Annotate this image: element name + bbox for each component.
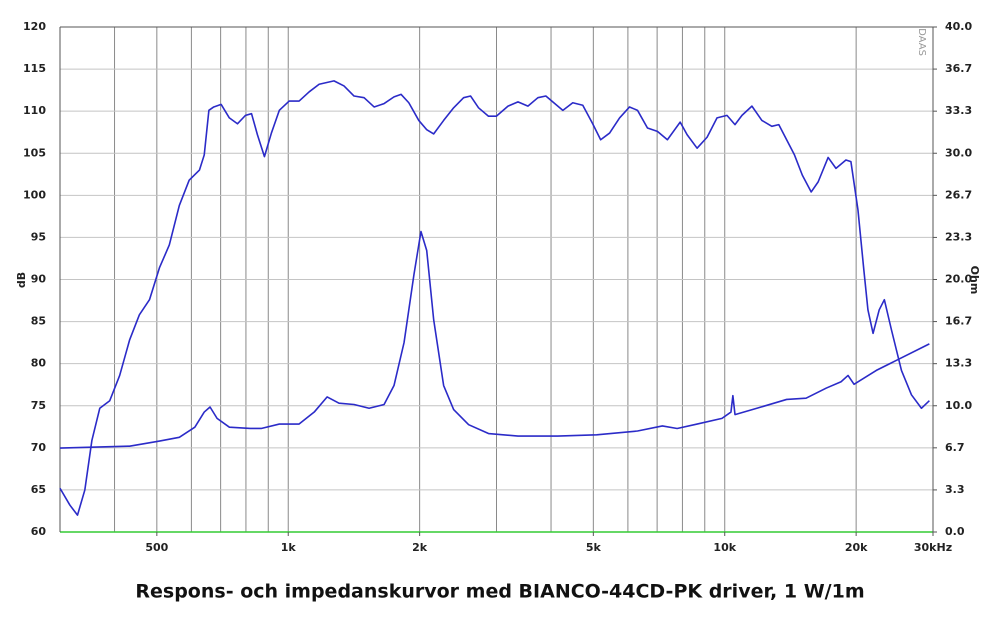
x-tick-label: 5k <box>586 541 602 554</box>
y-tick-label: 110 <box>23 104 46 117</box>
x-tick-label: 10k <box>713 541 736 554</box>
y2-tick-label: 0.0 <box>945 525 965 538</box>
y-tick-label: 85 <box>31 315 46 328</box>
y2-tick-label: 23.3 <box>945 230 972 243</box>
y-tick-label: 75 <box>31 399 46 412</box>
y2-tick-label: 26.7 <box>945 188 972 201</box>
x-tick-label: 1k <box>281 541 297 554</box>
y2-tick-label: 13.3 <box>945 357 972 370</box>
y-tick-label: 120 <box>23 20 46 33</box>
y2-tick-label: 10.0 <box>945 399 972 412</box>
y-tick-label: 60 <box>31 525 47 538</box>
y2-tick-label: 16.7 <box>945 315 972 328</box>
y2-tick-label: 20.0 <box>945 273 972 286</box>
y2-tick-label: 36.7 <box>945 62 972 75</box>
y2-tick-label: 6.7 <box>945 441 965 454</box>
series-line <box>59 230 930 449</box>
x-tick-label: 20k <box>845 541 868 554</box>
watermark: DAAS <box>916 28 927 56</box>
y2-tick-label: 30.0 <box>945 146 972 159</box>
y-tick-label: 105 <box>23 146 46 159</box>
x-tick-label: 500 <box>145 541 168 554</box>
y2-axis-label: Ohm <box>968 266 981 295</box>
x-tick-label: 2k <box>412 541 428 554</box>
series-line <box>59 80 930 516</box>
y-tick-label: 90 <box>31 273 47 286</box>
y2-tick-label: 3.3 <box>945 483 965 496</box>
y-tick-label: 80 <box>31 357 47 370</box>
y-tick-label: 70 <box>31 441 47 454</box>
y2-tick-label: 40.0 <box>945 20 972 33</box>
y-tick-label: 115 <box>23 62 46 75</box>
y2-tick-label: 33.3 <box>945 104 972 117</box>
y-axis-label: dB <box>15 272 28 288</box>
y-tick-label: 65 <box>31 483 46 496</box>
y-tick-label: 95 <box>31 230 46 243</box>
chart-title: Respons- och impedanskurvor med BIANCO-4… <box>135 581 864 603</box>
x-tick-label: 30kHz <box>914 541 952 554</box>
y-tick-label: 100 <box>23 188 46 201</box>
